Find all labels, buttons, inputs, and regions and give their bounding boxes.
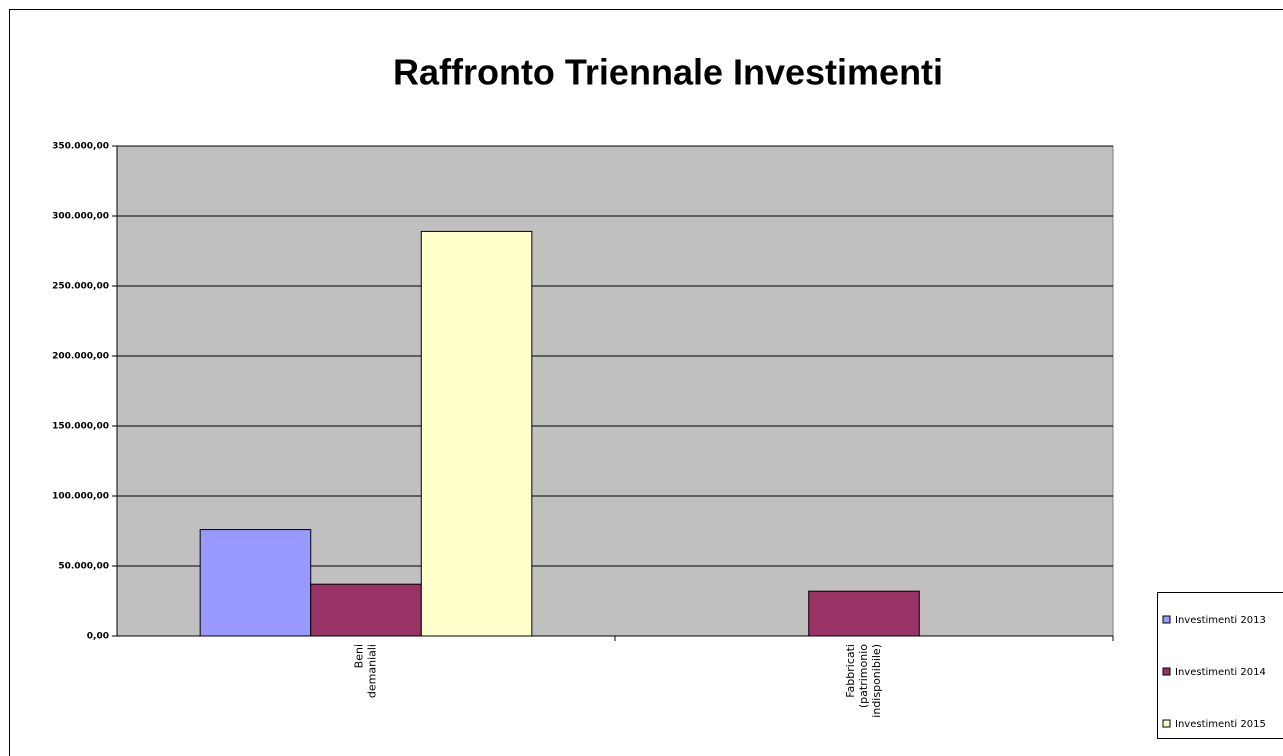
y-tick-label: 0,00 <box>87 632 109 642</box>
bar <box>199 529 312 637</box>
legend-swatch <box>1162 615 1171 624</box>
legend-swatch <box>1162 719 1171 728</box>
y-tick-label: 100.000,00 <box>52 492 109 502</box>
legend-swatch <box>1162 667 1171 676</box>
y-tick-label: 50.000,00 <box>58 562 109 572</box>
y-tick-label: 250.000,00 <box>52 282 109 292</box>
y-tick-label: 350.000,00 <box>52 142 109 152</box>
x-tick-label: Fabbricati(patrimonioindisponibile) <box>844 644 883 718</box>
y-tick-label: 200.000,00 <box>52 352 109 362</box>
x-tick-label: Benidemaniali <box>353 644 379 698</box>
chart-title: Raffronto Triennale Investimenti <box>393 52 943 93</box>
legend-label: Investimenti 2015 <box>1175 719 1266 730</box>
bar <box>420 230 533 637</box>
y-tick-label: 300.000,00 <box>52 212 109 222</box>
bar <box>808 590 920 637</box>
legend-box <box>1157 592 1283 739</box>
bar <box>310 583 422 637</box>
legend-label: Investimenti 2013 <box>1175 615 1266 626</box>
legend-label: Investimenti 2014 <box>1175 667 1266 678</box>
y-tick-label: 150.000,00 <box>52 422 109 432</box>
